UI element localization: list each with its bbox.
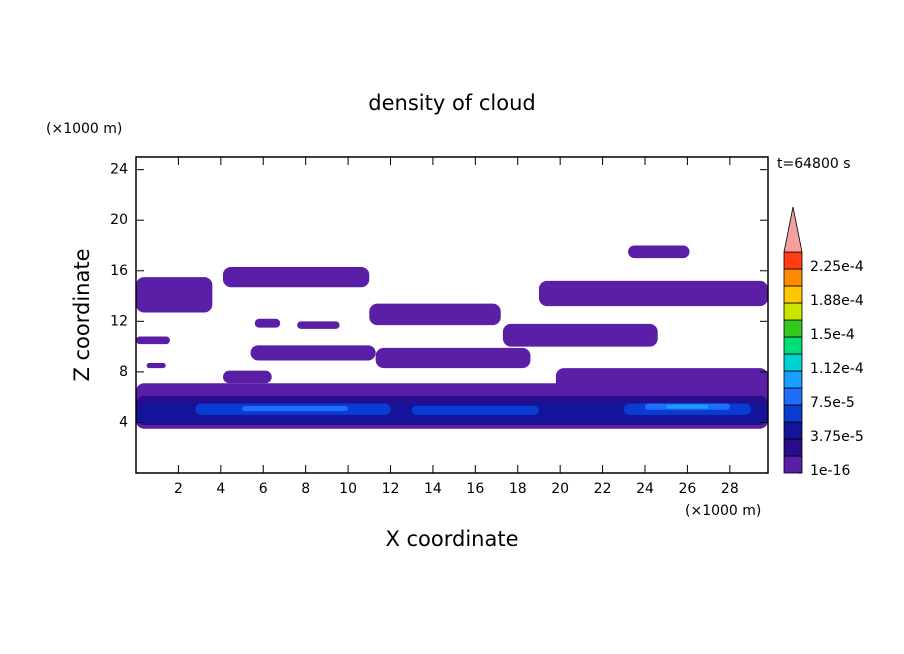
- colorbar-box: [783, 455, 803, 474]
- colorbar-box: [783, 404, 803, 423]
- x-tick-label: 22: [594, 481, 612, 497]
- colorbar-box: [783, 438, 803, 457]
- y-tick-label: 24: [110, 162, 128, 178]
- colorbar-box: [783, 302, 803, 321]
- colorbar-tick-label: 1e-16: [810, 463, 850, 479]
- colorbar-tick-label: 1.5e-4: [810, 327, 855, 343]
- contour-region: [297, 321, 340, 329]
- colorbar-box: [783, 319, 803, 338]
- x-unit: (×1000 m): [685, 503, 761, 519]
- plot-frame: [135, 156, 769, 474]
- colorbar-box: [783, 336, 803, 355]
- x-tick-label: 14: [424, 481, 442, 497]
- x-tick-label: 20: [551, 481, 569, 497]
- contour-region: [146, 363, 166, 369]
- colorbar-box: [783, 421, 803, 440]
- colorbar-box: [783, 251, 803, 270]
- contour-region: [666, 404, 709, 409]
- x-tick-label: 2: [174, 481, 183, 497]
- contour-region: [136, 336, 170, 345]
- x-tick-label: 24: [636, 481, 654, 497]
- colorbar-tick-label: 7.5e-5: [810, 395, 855, 411]
- x-tick-label: 26: [678, 481, 696, 497]
- y-unit: (×1000 m): [46, 121, 122, 137]
- y-tick-label: 20: [110, 212, 128, 228]
- contour-region: [411, 406, 539, 415]
- x-tick-label: 4: [216, 481, 225, 497]
- y-tick-label: 12: [110, 313, 128, 329]
- x-tick-label: 18: [509, 481, 527, 497]
- x-tick-label: 8: [301, 481, 310, 497]
- contour-region: [136, 277, 213, 313]
- x-tick-label: 6: [259, 481, 268, 497]
- colorbar-box: [783, 268, 803, 287]
- y-tick-label: 8: [119, 364, 128, 380]
- time-label: t=64800 s: [777, 156, 851, 172]
- colorbar-extend: [783, 206, 803, 253]
- colorbar-tick-label: 1.88e-4: [810, 293, 864, 309]
- colorbar-tick-label: 3.75e-5: [810, 429, 864, 445]
- y-axis-label: Z coordinate: [70, 248, 94, 381]
- colorbar-box: [783, 387, 803, 406]
- contour-region: [222, 266, 370, 288]
- contour-region: [254, 318, 281, 328]
- contour-region: [375, 347, 531, 369]
- contour-region: [222, 370, 272, 384]
- contour-region: [250, 345, 376, 361]
- colorbar-box: [783, 353, 803, 372]
- colorbar-tick-label: 2.25e-4: [810, 259, 864, 275]
- contour-region: [628, 245, 690, 259]
- contour-region: [502, 323, 658, 347]
- contour-region: [538, 280, 768, 307]
- colorbar-tick-label: 1.12e-4: [810, 361, 864, 377]
- y-tick-label: 4: [119, 414, 128, 430]
- colorbar-box: [783, 285, 803, 304]
- contour-region: [369, 303, 501, 326]
- x-tick-label: 10: [339, 481, 357, 497]
- x-axis-label: X coordinate: [385, 527, 518, 551]
- colorbar-box: [783, 370, 803, 389]
- x-tick-label: 28: [721, 481, 739, 497]
- y-tick-label: 16: [110, 263, 128, 279]
- chart-title: density of cloud: [368, 91, 535, 115]
- x-tick-label: 16: [466, 481, 484, 497]
- contour-region: [242, 406, 349, 412]
- x-tick-label: 12: [382, 481, 400, 497]
